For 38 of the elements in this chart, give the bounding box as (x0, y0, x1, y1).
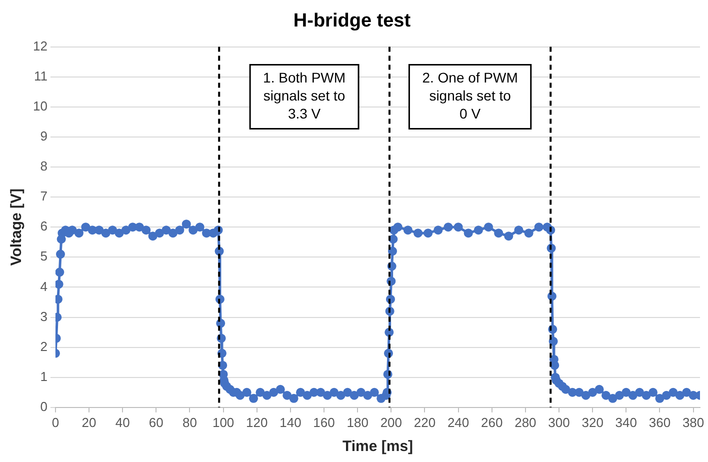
x-tick-label: 320 (582, 414, 604, 430)
x-tick-label: 100 (212, 414, 234, 430)
y-tick-label: 8 (40, 158, 48, 174)
y-tick-label: 11 (34, 68, 48, 84)
x-tick-label: 80 (182, 414, 197, 430)
x-tick-label: 200 (380, 414, 402, 430)
y-tick-label: 4 (40, 278, 48, 294)
y-tick-label: 2 (40, 338, 48, 354)
y-tick-label: 10 (32, 98, 48, 114)
x-tick-label: 280 (514, 414, 536, 430)
chart-title: H-bridge test (293, 10, 412, 32)
x-tick-label: 60 (148, 414, 164, 430)
y-tick-label: 3 (40, 308, 48, 324)
x-tick-label: 40 (115, 414, 130, 430)
x-tick-label: 140 (280, 414, 302, 430)
x-tick-label: 240 (447, 414, 470, 430)
x-tick-label: 300 (548, 414, 570, 430)
y-tick-label: 9 (40, 128, 48, 144)
y-axis-title: Voltage [V] (8, 188, 26, 266)
annotation: 1. Both PWM signals set to 3.3 V (263, 70, 346, 122)
y-tick-label: 7 (40, 188, 48, 204)
x-tick-label: 220 (414, 414, 436, 430)
x-tick-label: 0 (52, 414, 60, 430)
y-tick-label: 12 (32, 38, 48, 54)
x-tick-label: 380 (682, 414, 704, 430)
annotation: 2. One of PWM signals set to 0 V (422, 70, 518, 122)
x-tick-label: 180 (346, 414, 368, 430)
x-tick-label: 260 (481, 414, 503, 430)
y-tick-label: 5 (40, 248, 48, 264)
y-tick-label: 6 (40, 218, 48, 234)
x-tick-label: 20 (82, 414, 96, 430)
x-tick-label: 360 (648, 414, 671, 430)
x-tick-label: 120 (246, 414, 268, 430)
x-tick-label: 340 (615, 414, 637, 430)
x-tick-label: 160 (313, 414, 335, 430)
y-tick-label: 0 (40, 398, 48, 414)
y-tick-label: 1 (40, 368, 48, 384)
x-axis-title: Time [ms] (342, 438, 414, 456)
